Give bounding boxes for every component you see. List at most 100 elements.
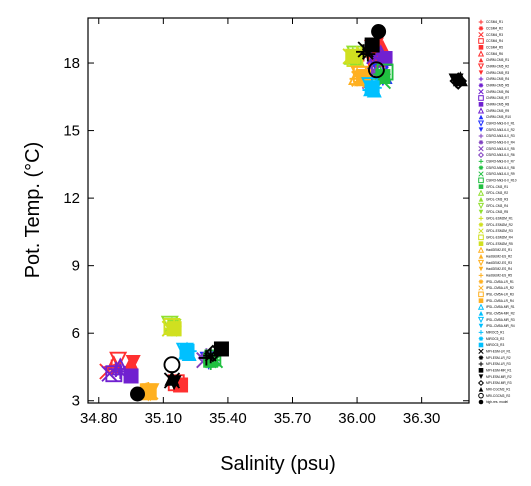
data-point [213, 341, 229, 357]
legend-marker [478, 102, 484, 107]
legend-item: HadGEM2-ES_R5 [478, 273, 512, 278]
legend-label: GFDL-CM3_R5 [486, 210, 508, 214]
data-point [204, 344, 222, 363]
legend-item: CNRM-CM5_R10 [478, 114, 511, 120]
legend-label: CSIRO-Mk3-6-0_R9 [486, 172, 515, 176]
legend-marker [478, 336, 484, 341]
x-axis-title: Salinity (psu) [220, 453, 336, 475]
data-point [368, 61, 385, 79]
legend-marker [478, 374, 484, 379]
legend-label: CCSM4_R1 [486, 20, 503, 24]
legend-label: CSIRO-Mk3-6-0_R5 [486, 147, 515, 151]
data-point [166, 321, 182, 337]
legend-item: MPI-ESM-LR_R3 [478, 361, 511, 367]
legend-marker [478, 57, 484, 63]
legend-item: CNRM-CM5_R3 [478, 70, 509, 75]
legend-label: IPSL-CM5A-LR_R4 [486, 299, 514, 303]
legend-label: CNRM-CM5_R7 [486, 96, 509, 100]
legend-item: CNRM-CM5_R7 [478, 95, 509, 101]
legend-marker [477, 202, 485, 210]
x-tick-label: 35.10 [145, 410, 183, 427]
legend-label: CCSM4_R5 [486, 46, 503, 50]
legend-marker [477, 107, 485, 114]
x-tick-label: 36.30 [403, 410, 441, 427]
legend-item: CNRM-CM5_R9 [477, 107, 509, 114]
legend-label: MPI-ESM-LR_R2 [486, 356, 511, 360]
y-axis: 3 6 9 12 15 18 [63, 55, 469, 410]
legend-label: CSIRO-Mk3-6-0_R6 [486, 153, 515, 157]
legend-label: HadGEM2-ES_R4 [486, 267, 512, 271]
legend-label: GFDL-ESM2M_R5 [486, 242, 513, 246]
legend-item: CNRM-CM5_R4 [478, 76, 509, 82]
legend-label: CCSM4_R3 [486, 33, 503, 37]
legend-marker [478, 266, 484, 272]
legend-item: GFDL-ESM2M_R4 [478, 234, 513, 241]
legend-marker [477, 63, 485, 70]
legend-marker [477, 151, 485, 159]
legend-item: IPSL-CM5A-LR_R2 [478, 285, 514, 291]
legend-label: CCSM4_R6 [486, 52, 503, 56]
legend-marker [478, 222, 484, 227]
legend-label: CNRM-CM5_R5 [486, 84, 509, 88]
legend-item: CSIRO-Mk3-6-0_R8 [478, 165, 515, 170]
legend-item: CNRM-CM5_R2 [477, 63, 509, 70]
legend-item: GFDL-CM3_R5 [478, 209, 508, 215]
legend-marker [477, 303, 485, 310]
legend-item: HadGEM2-ES_R2 [478, 254, 512, 259]
legend-label: GFDL-CM3_R3 [486, 198, 508, 202]
legend-marker [478, 45, 484, 50]
legend-label: HadGEM2-ES_R5 [486, 274, 512, 278]
legend-marker [478, 133, 484, 139]
legend-item: IPSL-CM5A-LR_R4 [478, 298, 514, 303]
legend-marker [478, 127, 484, 132]
legend-label: HadGEM2-ES_R3 [486, 261, 512, 265]
legend-item: GFDL-ESM2M_R3 [478, 228, 513, 234]
legend-label: IPSL-CM5A-MR_R2 [486, 312, 515, 316]
data-point [163, 356, 181, 374]
data-point [125, 354, 141, 370]
legend-marker [478, 26, 484, 31]
legend-marker [478, 76, 484, 82]
legend-marker [477, 189, 485, 196]
legend-label: MPI-ESM-MR_R1 [486, 369, 512, 373]
data-point [356, 69, 372, 85]
legend-marker [478, 273, 484, 278]
legend-marker [478, 330, 484, 335]
legend-marker [478, 279, 484, 284]
y-tick-label: 15 [63, 123, 80, 140]
legend-item: CSIRO-Mk3-6-0_R10 [478, 177, 517, 184]
legend-item: MPI-ESM-LR_R1 [478, 348, 511, 354]
legend-item: CSIRO-Mk3-6-0_R7 [478, 159, 515, 164]
legend-item: GFDL-ESM2M_R1 [478, 216, 513, 221]
legend-marker [478, 291, 484, 298]
legend-marker [478, 399, 484, 405]
data-point [101, 365, 118, 382]
x-tick-label: 36.00 [338, 410, 376, 427]
data-point [375, 69, 391, 85]
legend-item: MIROC5_R3 [478, 342, 504, 348]
x-tick-label: 34.80 [80, 410, 118, 427]
legend-label: CSIRO-Mk3-6-0_R10 [486, 179, 517, 183]
legend-item: GFDL-ESM2M_R2 [478, 222, 513, 227]
legend-label: MIROC5_R1 [486, 331, 504, 335]
legend-label: IPSL-CM5A-MR_R1 [486, 305, 515, 309]
legend-item: HadGEM2-ES_R4 [478, 266, 512, 272]
legend-marker [477, 259, 485, 267]
legend-label: MPI-ESM-MR_R2 [486, 375, 512, 379]
data-point [130, 386, 146, 402]
legend-marker [478, 368, 484, 373]
legend-marker [478, 140, 484, 145]
legend-item: CNRM-CM5_R8 [478, 102, 509, 107]
legend-label: GFDL-ESM2M_R1 [486, 217, 513, 221]
legend-label: IPSL-CM5A-LR_R3 [486, 293, 514, 297]
data-point [371, 44, 390, 63]
legend-label: MPI-ESM-LR_R1 [486, 350, 511, 354]
legend-item: CCSM4_R5 [478, 45, 503, 50]
y-tick-label: 12 [63, 190, 80, 207]
legend-item: CNRM-CM5_R5 [478, 83, 509, 88]
legend-marker [478, 323, 484, 329]
legend-item: HadGEM2-ES_R3 [477, 259, 512, 267]
legend-item: CCSM4_R3 [478, 32, 503, 38]
legend-label: HadGEM2-ES_R1 [486, 248, 512, 252]
